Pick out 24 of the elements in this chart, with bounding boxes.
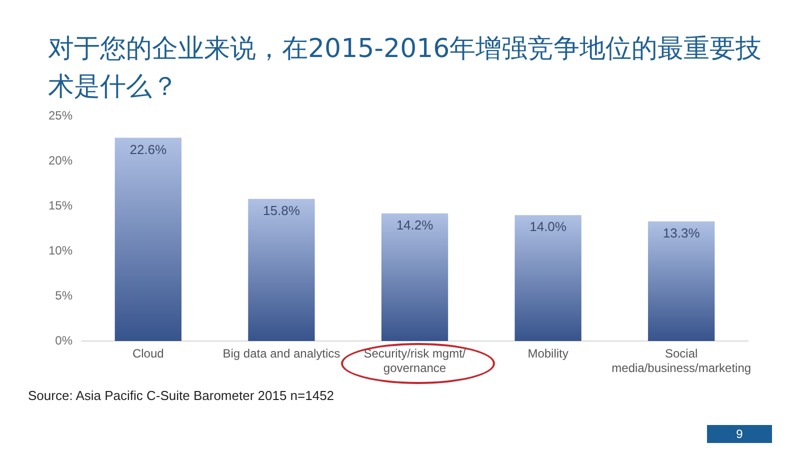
- y-tick-label: 25%: [48, 108, 73, 123]
- x-tick-label: Big data and analytics: [222, 346, 340, 361]
- data-label: 14.0%: [530, 219, 567, 234]
- y-tick-label: 15%: [48, 198, 73, 212]
- y-tick-label: 5%: [55, 288, 73, 302]
- chart-title: 对于您的企业来说，在2015-2016年增强竞争地位的最重要技术是什么？: [48, 33, 763, 104]
- bar: [248, 198, 315, 341]
- x-tick-label: Social media/business/marketing: [612, 346, 752, 375]
- data-label: 15.8%: [263, 203, 300, 218]
- y-tick-label: 10%: [48, 243, 73, 258]
- y-tick-label: 20%: [48, 153, 73, 168]
- bar: [648, 221, 715, 341]
- data-label: 13.3%: [662, 225, 700, 240]
- source-note: Source: Asia Pacific C-Suite Barometer 2015 n=1452: [28, 388, 334, 403]
- data-label: 14.2%: [396, 217, 434, 232]
- y-tick-label: 0%: [55, 333, 73, 348]
- bar: [114, 138, 182, 341]
- bar: [381, 213, 448, 341]
- data-label: 22.6%: [130, 142, 168, 157]
- text: 9: [707, 425, 772, 443]
- x-tick-label: Mobility: [528, 346, 568, 361]
- x-tick-label: Cloud: [132, 346, 164, 361]
- bar: [514, 215, 582, 341]
- x-tick-label: Security/risk mgmt/ governance: [364, 346, 466, 375]
